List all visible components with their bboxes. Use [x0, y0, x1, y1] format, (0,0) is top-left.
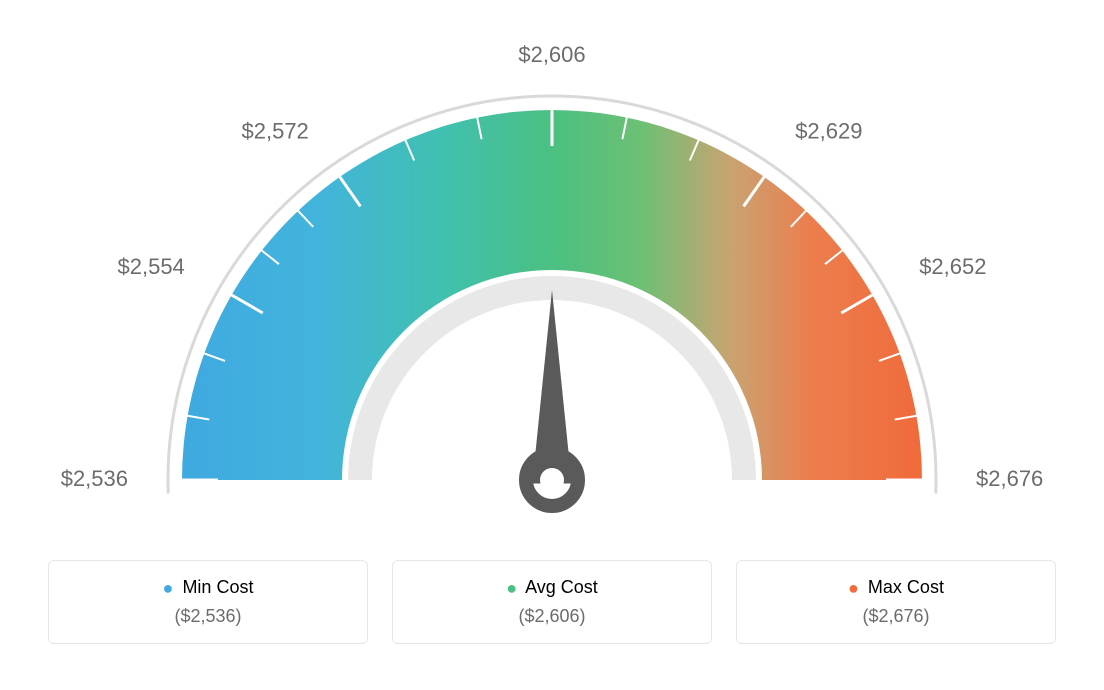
legend-avg-value: ($2,606) [403, 606, 701, 627]
legend-min-text: Min Cost [182, 577, 253, 597]
legend-label-min: ● Min Cost [59, 577, 357, 598]
legend-max-text: Max Cost [868, 577, 944, 597]
svg-text:$2,554: $2,554 [118, 254, 185, 279]
legend-min-value: ($2,536) [59, 606, 357, 627]
legend-max-value: ($2,676) [747, 606, 1045, 627]
dot-icon: ● [163, 579, 174, 597]
legend-card-avg: ● Avg Cost ($2,606) [392, 560, 712, 644]
svg-text:$2,606: $2,606 [518, 42, 585, 67]
svg-text:$2,572: $2,572 [242, 119, 309, 144]
legend-card-min: ● Min Cost ($2,536) [48, 560, 368, 644]
legend-label-avg: ● Avg Cost [403, 577, 701, 598]
svg-text:$2,676: $2,676 [976, 466, 1043, 491]
svg-text:$2,652: $2,652 [919, 254, 986, 279]
gauge-chart: $2,536 $2,554 $2,572 $2,606 $2,629 $2,652 $2,6… [0, 0, 1104, 550]
legend-card-max: ● Max Cost ($2,676) [736, 560, 1056, 644]
gauge-svg: $2,536 $2,554 $2,572 $2,606 $2,629 $2,652 $2,6… [0, 0, 1104, 550]
legend-avg-text: Avg Cost [525, 577, 598, 597]
svg-text:$2,536: $2,536 [61, 466, 128, 491]
dot-icon: ● [848, 579, 859, 597]
dot-icon: ● [506, 579, 517, 597]
svg-text:$2,629: $2,629 [795, 119, 862, 144]
legend-label-max: ● Max Cost [747, 577, 1045, 598]
legend-row: ● Min Cost ($2,536) ● Avg Cost ($2,606) … [0, 550, 1104, 644]
